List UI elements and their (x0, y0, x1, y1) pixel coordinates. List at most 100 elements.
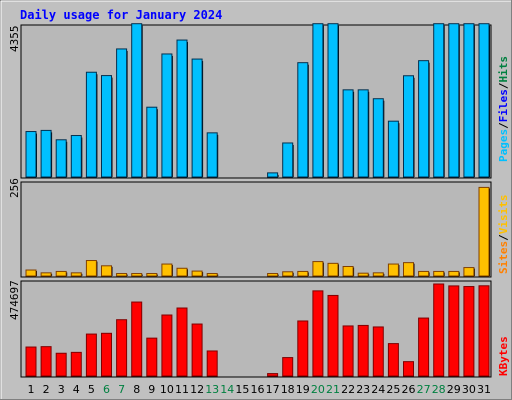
hits-bar (131, 23, 143, 178)
x-tick-label: 13 (205, 383, 219, 396)
kbytes-bar (312, 290, 324, 377)
visits-bar (372, 272, 384, 277)
x-tick-label: 6 (103, 383, 110, 396)
visits-bar (85, 260, 97, 277)
kbytes-bar (25, 346, 37, 377)
visits-bar (101, 265, 112, 277)
kbytes-bar (282, 357, 294, 377)
visits-bar (327, 262, 339, 277)
visits-bar (40, 272, 52, 277)
x-tick-label: 25 (386, 383, 400, 396)
kbytes-bar (206, 350, 218, 377)
x-tick-label: 30 (462, 383, 476, 396)
kbytes-bar (357, 324, 369, 377)
hits-bar (387, 120, 399, 178)
kbytes-bar (478, 285, 490, 377)
hits-bar (267, 172, 279, 178)
legend-files: Files (497, 89, 510, 122)
visits-bar (282, 271, 294, 277)
kbytes-bar (372, 326, 384, 377)
legend-sep-3: / (497, 234, 510, 241)
visits-bar (267, 273, 279, 277)
visits-bar (146, 273, 158, 277)
kbytes-bar (146, 337, 158, 377)
x-tick-label: 8 (133, 383, 140, 396)
hits-bar (116, 48, 128, 178)
hits-bar (40, 129, 52, 178)
kbytes-bar (176, 307, 188, 377)
x-tick-label: 12 (190, 383, 204, 396)
legend-sep-2: / (497, 82, 510, 89)
x-tick-label: 16 (251, 383, 265, 396)
visits-bar (448, 270, 460, 277)
x-tick-label: 15 (235, 383, 249, 396)
visits-bar (387, 263, 399, 277)
visits-bar (206, 273, 218, 277)
x-tick-label: 19 (296, 383, 310, 396)
x-tick-label: 14 (220, 383, 234, 396)
x-tick-label: 17 (266, 383, 280, 396)
x-tick-label: 29 (447, 383, 461, 396)
traffic-max-label: 4355 (8, 26, 21, 53)
hits-bar (297, 62, 309, 178)
hits-bar (70, 135, 82, 178)
hits-bar (372, 98, 384, 178)
legend-hits: Hits (497, 56, 510, 83)
kbytes-bar (297, 320, 309, 377)
hits-bar (312, 23, 324, 178)
kbytes-max-label: 474697 (8, 280, 21, 320)
x-tick-label: 2 (43, 383, 50, 396)
hits-bar (357, 89, 369, 178)
visits-bar (463, 267, 475, 277)
visits-bar (297, 270, 309, 277)
hits-bar (161, 53, 173, 178)
kbytes-bar (161, 314, 173, 377)
x-tick-label: 10 (160, 383, 174, 396)
kbytes-panel (20, 280, 492, 378)
hits-bar (448, 23, 460, 178)
visits-bar (25, 269, 37, 277)
kbytes-bar (342, 325, 354, 377)
legend-sep-1: / (497, 122, 510, 129)
x-tick-label: 31 (477, 383, 491, 396)
hits-bar (342, 89, 354, 178)
kbytes-bar (403, 361, 414, 377)
kbytes-bar (463, 286, 475, 377)
hits-bar (55, 139, 67, 178)
visitors-legend: Sites/Visits (497, 195, 510, 275)
visits-bar (342, 266, 354, 277)
x-tick-label: 24 (371, 383, 385, 396)
kbytes-bar (448, 285, 460, 377)
x-tick-label: 5 (88, 383, 95, 396)
legend-sites: Sites (497, 241, 510, 274)
kbytes-bar (267, 373, 279, 377)
hits-bar (327, 23, 339, 178)
x-tick-label: 27 (417, 383, 431, 396)
kbytes-bar (387, 343, 399, 377)
visits-bar (55, 270, 67, 277)
chart-title: Daily usage for January 2024 (20, 8, 222, 22)
hits-bar (101, 75, 112, 178)
x-tick-label: 11 (175, 383, 189, 396)
visitors-max-label: 256 (8, 178, 21, 198)
x-tick-label: 28 (432, 383, 446, 396)
kbytes-bar (101, 332, 112, 377)
visits-bar (131, 273, 143, 277)
visits-bar (418, 270, 430, 277)
visits-bar (191, 270, 203, 277)
hits-bar (478, 23, 490, 178)
visits-bar (116, 273, 128, 277)
visits-bar (161, 263, 173, 277)
kbytes-bar (433, 283, 445, 377)
x-tick-label: 21 (326, 383, 340, 396)
visits-bar (70, 272, 82, 277)
visits-bar (312, 261, 324, 277)
visits-bar (433, 270, 445, 277)
x-tick-label: 20 (311, 383, 325, 396)
hits-bar (206, 132, 218, 178)
kbytes-bar (85, 333, 97, 377)
legend-pages: Pages (497, 129, 510, 162)
x-tick-label: 3 (58, 383, 65, 396)
x-tick-label: 23 (356, 383, 370, 396)
kbytes-bar (40, 346, 52, 377)
